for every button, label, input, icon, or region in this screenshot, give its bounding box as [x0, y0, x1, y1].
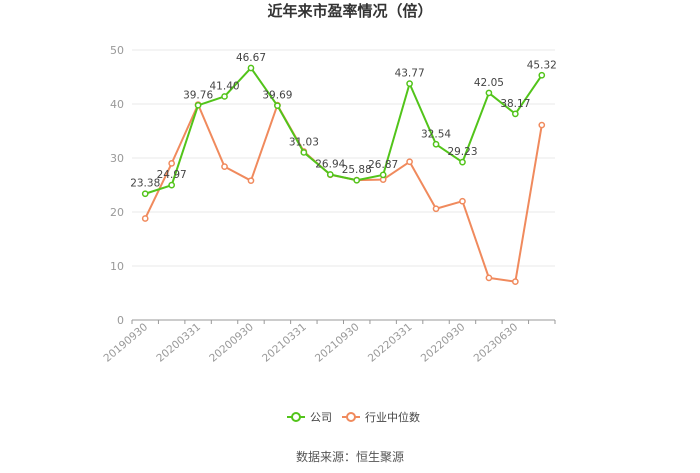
y-tick-label: 10 — [110, 260, 124, 273]
data-source-note: 数据来源：恒生聚源 — [296, 449, 404, 464]
data-point — [485, 89, 493, 97]
data-point — [247, 64, 255, 72]
data-label: 25.88 — [342, 164, 372, 176]
data-label: 46.67 — [236, 52, 266, 64]
x-tick-label: 20220331 — [366, 321, 415, 365]
data-label: 38.17 — [500, 98, 530, 110]
data-label: 41.40 — [210, 80, 240, 92]
y-tick-label: 50 — [110, 44, 124, 57]
data-label: 23.38 — [130, 178, 160, 190]
x-tick-label: 20210331 — [260, 321, 309, 365]
legend[interactable]: 公司 行业中位数 — [287, 410, 420, 424]
chart-title: 近年来市盈率情况（倍） — [267, 2, 432, 20]
legend-item-company[interactable]: 公司 — [287, 411, 332, 424]
data-point — [406, 158, 413, 166]
x-tick-label: 20210930 — [313, 321, 362, 365]
series-line-company — [144, 66, 543, 195]
y-tick-label: 20 — [110, 206, 124, 219]
data-point — [538, 71, 546, 79]
y-tick-label: 40 — [110, 98, 124, 111]
data-point — [221, 93, 228, 100]
data-point — [168, 160, 176, 167]
data-point — [459, 197, 466, 205]
x-tick-label: 20200331 — [154, 321, 203, 365]
x-tick-label: 20190930 — [101, 321, 150, 365]
data-point — [432, 140, 440, 148]
x-tick-label: 20200930 — [207, 321, 256, 365]
data-label: 26.94 — [315, 159, 345, 171]
data-label: 24.97 — [157, 169, 187, 181]
legend-item-industry-median[interactable]: 行业中位数 — [342, 410, 420, 424]
data-point — [194, 101, 202, 109]
x-tick-label: 20230630 — [472, 321, 521, 365]
data-point — [141, 215, 149, 222]
data-point — [406, 80, 413, 87]
data-label: 39.76 — [183, 89, 213, 101]
data-point — [353, 176, 361, 184]
data-point — [459, 158, 466, 166]
legend-label: 公司 — [310, 411, 332, 424]
x-tick-label: 20220930 — [419, 321, 468, 365]
data-label: 31.03 — [289, 136, 319, 148]
data-point — [168, 181, 176, 189]
data-label: 26.87 — [368, 159, 398, 171]
data-point — [379, 171, 387, 179]
data-point — [538, 121, 546, 129]
data-point — [511, 278, 519, 286]
data-point — [326, 171, 334, 178]
data-label: 45.32 — [527, 59, 557, 71]
legend-marker — [346, 412, 356, 422]
series-lines — [141, 64, 546, 286]
data-label: 39.69 — [262, 90, 292, 102]
data-point — [274, 102, 281, 110]
data-point — [247, 177, 255, 185]
data-point — [300, 149, 308, 156]
data-point — [141, 190, 149, 198]
data-label: 32.54 — [421, 128, 451, 140]
data-point — [511, 110, 519, 118]
y-tick-label: 0 — [117, 314, 124, 327]
series-line-industry-median — [144, 103, 543, 283]
legend-marker — [291, 412, 301, 422]
y-tick-label: 30 — [110, 152, 124, 165]
legend-label: 行业中位数 — [365, 410, 420, 424]
data-point — [221, 163, 228, 170]
data-label: 29.23 — [447, 146, 477, 158]
data-label: 43.77 — [395, 68, 425, 80]
data-label: 42.05 — [474, 77, 504, 89]
data-point — [432, 205, 440, 213]
data-point — [485, 274, 493, 282]
